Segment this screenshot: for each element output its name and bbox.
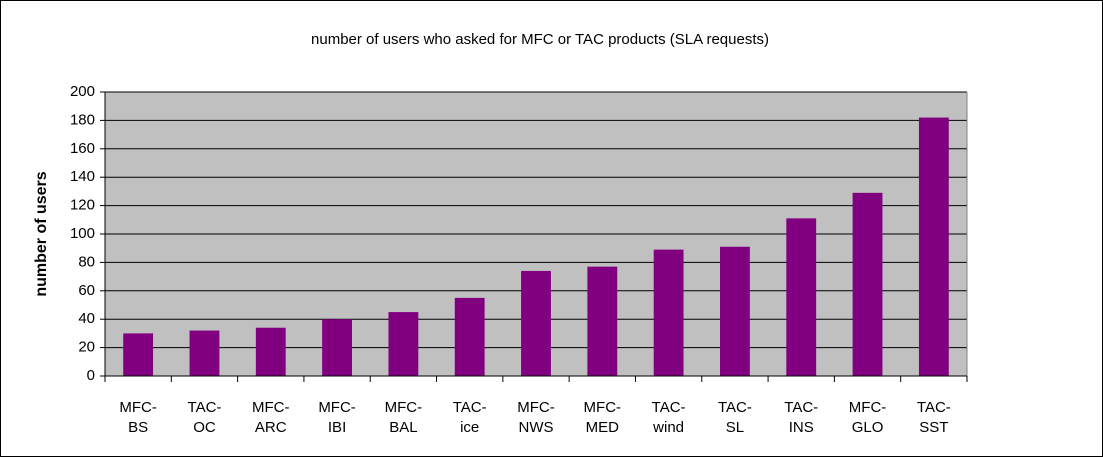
y-tick-label: 80 [78,253,95,270]
y-tick-label: 40 [78,310,95,327]
y-tick-label: 0 [87,367,95,384]
bar [189,330,220,376]
x-tick-label: MFC-ARC [252,399,290,436]
y-tick-label: 120 [70,197,95,214]
x-tick-label: TAC-SST [917,399,951,436]
x-tick-label: TAC-OC [188,399,222,436]
bar [521,270,551,376]
y-tick-label: 180 [70,111,95,128]
x-tick-label: TAC-SL [718,399,752,436]
bar [720,246,750,376]
x-tick-label: MFC-MED [584,399,622,436]
y-axis-label: number of users [33,171,50,296]
bar [123,333,154,376]
x-tick-label: MFC-BAL [385,399,423,436]
bar [454,297,485,376]
y-tick-label: 60 [78,282,95,299]
y-tick-label: 100 [70,225,95,242]
bar [653,249,684,376]
x-tick-label: MFC-NWS [517,399,555,436]
bar [918,117,949,376]
x-tick-label: TAC-ice [453,399,487,436]
y-tick-label: 200 [70,83,95,100]
y-tick-label: 140 [70,168,95,185]
x-tick-label: MFC-BS [119,399,157,436]
y-tick-label: 160 [70,140,95,157]
bar [786,218,817,376]
bar [255,327,286,376]
chart-title: number of users who asked for MFC or TAC… [311,31,769,48]
bar [388,312,419,376]
bar [587,266,618,376]
bar [852,192,883,376]
y-tick-label: 20 [78,339,95,356]
x-tick-label: TAC-wind [652,399,686,436]
bar [322,319,352,376]
x-tick-label: TAC-INS [784,399,818,436]
x-tick-label: MFC-IBI [318,399,356,436]
x-tick-label: MFC-GLO [849,399,887,436]
